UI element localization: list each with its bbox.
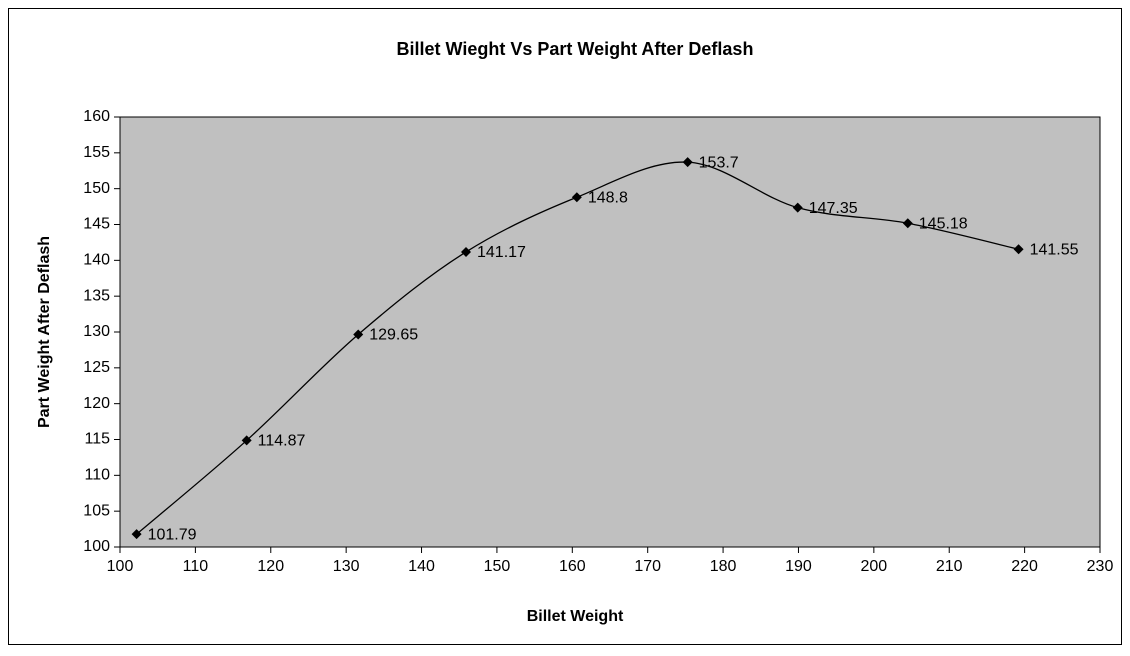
x-tick-label: 210 [936,558,963,575]
marker [682,157,693,168]
series-line [136,161,1019,535]
y-tick-label: 125 [83,359,110,376]
x-tick-label: 160 [559,558,586,575]
y-tick-label: 155 [83,144,110,161]
marker [241,435,252,446]
y-tick-label: 110 [84,467,110,484]
data-label: 141.17 [477,244,526,261]
y-tick-label: 160 [83,108,110,125]
data-label: 147.35 [809,200,858,217]
x-tick-label: 180 [710,558,737,575]
y-tick-label: 145 [83,216,110,233]
data-label: 145.18 [919,215,968,232]
data-label: 148.8 [588,189,628,206]
x-tick-label: 120 [257,558,284,575]
x-tick-label: 130 [333,558,360,575]
marker [353,329,364,340]
marker [131,529,142,540]
y-tick-label: 120 [83,395,110,412]
marker [1013,244,1024,255]
chart-title: Billet Wieght Vs Part Weight After Defla… [397,39,754,59]
y-tick-label: 140 [83,252,110,269]
data-label: 153.7 [699,154,739,171]
data-label: 129.65 [369,327,418,344]
x-tick-label: 110 [183,558,209,575]
x-tick-label: 100 [107,558,134,575]
x-tick-label: 170 [634,558,661,575]
x-tick-label: 190 [785,558,812,575]
marker [902,218,913,229]
x-tick-label: 230 [1087,558,1114,575]
plot-area [119,116,1101,548]
x-axis-label: Billet Weight [527,608,624,625]
y-tick-label: 100 [83,538,110,555]
y-tick-label: 150 [83,180,110,197]
y-tick-label: 105 [83,502,110,519]
data-label: 114.87 [258,433,306,450]
marker [461,246,472,257]
y-axis-label: Part Weight After Deflash [36,236,53,428]
x-tick-label: 200 [860,558,887,575]
marker [792,202,803,213]
x-tick-label: 140 [408,558,435,575]
x-tick-label: 150 [484,558,511,575]
x-tick-label: 220 [1011,558,1038,575]
y-tick-label: 135 [83,287,110,304]
data-label: 141.55 [1030,241,1079,258]
y-tick-label: 115 [84,431,110,448]
data-label: 101.79 [148,526,197,543]
marker [571,192,582,203]
y-tick-label: 130 [83,323,110,340]
